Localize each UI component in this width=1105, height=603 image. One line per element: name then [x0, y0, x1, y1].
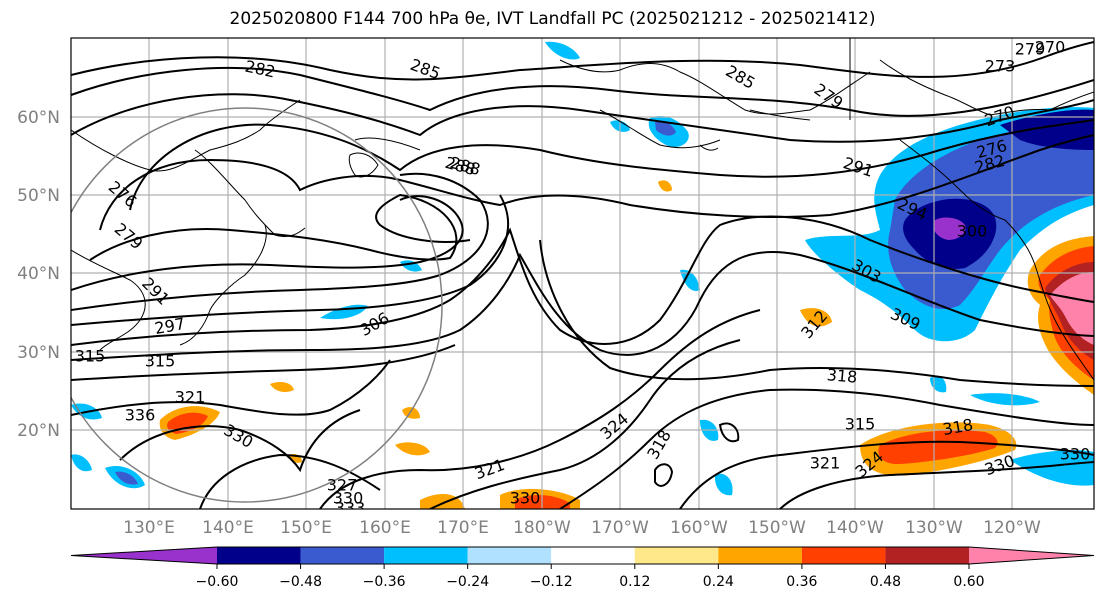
plot-title: 2025020800 F144 700 hPa θe, IVT Landfall… [229, 9, 876, 29]
lon-label: 170°W [591, 518, 649, 538]
theta-e-contours [71, 41, 1094, 509]
colorbar-tick-label: −0.60 [196, 574, 239, 590]
lon-label: 130°E [123, 518, 175, 538]
contour-label: 300 [957, 222, 988, 241]
colorbar-segment [801, 547, 886, 564]
colorbar-tick-label: 0.24 [703, 574, 734, 590]
lat-label: 20°N [17, 421, 60, 441]
colorbar-tick-label: −0.48 [279, 574, 322, 590]
lon-label: 160°W [670, 518, 728, 538]
lon-label: 150°W [748, 518, 806, 538]
lat-label: 40°N [17, 264, 60, 284]
lat-label: 30°N [17, 343, 60, 363]
contour-label: 273 [985, 57, 1016, 76]
latitude-labels: 60°N 50°N 40°N 30°N 20°N [17, 108, 60, 441]
colorbar-tick-label: −0.36 [363, 574, 406, 590]
contour-label: 315 [145, 352, 176, 371]
lon-label: 160°E [359, 518, 411, 538]
colorbar-segment [634, 547, 719, 564]
contour-label: 330 [510, 489, 541, 508]
contour-label: 327 [327, 476, 358, 495]
colorbar-ticks: −0.60 −0.48 −0.36 −0.24 −0.12 0.12 0.24 0.36 0.4… [196, 564, 985, 590]
landfall-region-circle [71, 107, 443, 503]
colorbar-tick-label: −0.24 [446, 574, 489, 590]
lon-label: 140°W [826, 518, 884, 538]
contour-label: 321 [175, 388, 206, 407]
contour-label: 270 [1035, 38, 1066, 57]
lon-label: 180°W [513, 518, 571, 538]
contour-label: 315 [845, 415, 876, 434]
colorbar-tick-label: −0.12 [530, 574, 573, 590]
contour-label: 318 [826, 365, 858, 387]
lon-label: 150°E [280, 518, 332, 538]
colorbar-tick-label: 0.12 [619, 574, 650, 590]
colorbar-segment [969, 547, 1094, 564]
lat-label: 60°N [17, 108, 60, 128]
colorbar-tick-label: 0.48 [870, 574, 901, 590]
colorbar-tick-label: 0.60 [953, 574, 984, 590]
contour-label: 321 [810, 454, 841, 473]
colorbar-segment [885, 547, 969, 564]
contour-label: 330 [333, 489, 364, 508]
contour-label: 330 [1060, 445, 1091, 464]
lon-label: 120°W [983, 518, 1041, 538]
colorbar-segment [384, 547, 468, 564]
contour-label: 315 [75, 347, 106, 366]
colorbar-segment [71, 547, 217, 564]
colorbar-segment [718, 547, 802, 564]
colorbar-tick-label: 0.36 [786, 574, 817, 590]
contour-label: 336 [125, 406, 156, 425]
colorbar-segment [217, 547, 301, 564]
map-frame [70, 37, 1095, 510]
colorbar-segment [467, 547, 552, 564]
colorbar-segment [551, 547, 635, 564]
contour-label: 333 [335, 499, 366, 518]
contour-label: 279 [1015, 40, 1046, 59]
lon-label: 130°W [905, 518, 963, 538]
colorbar [70, 546, 1095, 565]
coastlines [71, 38, 1094, 381]
colorbar-segment [300, 547, 385, 564]
lat-label: 50°N [17, 186, 60, 206]
lon-label: 140°E [202, 518, 254, 538]
lon-label: 170°E [437, 518, 489, 538]
longitude-labels: 130°E 140°E 150°E 160°E 170°E 180°W 170°… [123, 518, 1041, 538]
